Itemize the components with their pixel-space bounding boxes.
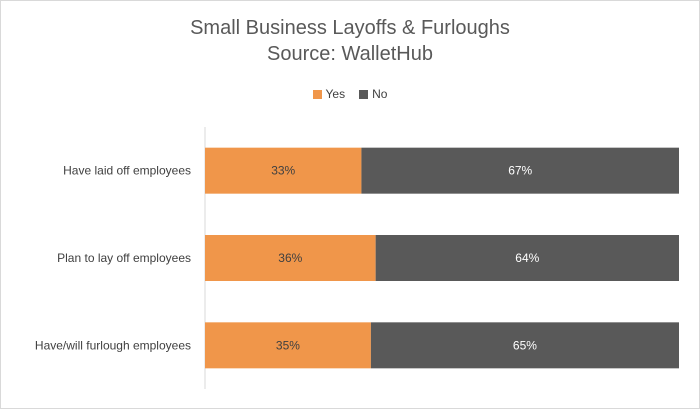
- chart-subtitle: Source: WalletHub: [267, 43, 433, 65]
- legend-label-yes: Yes: [325, 87, 346, 101]
- data-label-yes: 36%: [278, 251, 302, 265]
- category-label: Have laid off employees: [63, 164, 191, 178]
- bar-no: [361, 147, 679, 194]
- legend-label-no: No: [372, 87, 388, 101]
- data-label-no: 67%: [508, 164, 532, 178]
- chart-title-block: Small Business Layoffs & Furloughs Sourc…: [1, 15, 699, 67]
- legend: Yes No: [1, 87, 699, 101]
- data-label-no: 65%: [513, 338, 537, 352]
- category-label: Plan to lay off employees: [57, 251, 191, 265]
- bar-yes: [205, 147, 362, 194]
- legend-item-no: No: [359, 87, 387, 101]
- data-label-no: 64%: [515, 251, 539, 265]
- legend-item-yes: Yes: [312, 87, 346, 101]
- legend-swatch-yes: [312, 89, 322, 99]
- bar-no: [370, 322, 679, 369]
- chart-title: Small Business Layoffs & Furloughs: [190, 17, 510, 39]
- data-label-yes: 35%: [276, 338, 300, 352]
- data-label-yes: 33%: [271, 164, 295, 178]
- legend-swatch-no: [359, 89, 369, 99]
- bar-yes: [205, 322, 371, 369]
- bar-yes: [205, 235, 376, 281]
- category-label: Have/will furlough employees: [35, 338, 191, 352]
- bar-no: [375, 235, 679, 281]
